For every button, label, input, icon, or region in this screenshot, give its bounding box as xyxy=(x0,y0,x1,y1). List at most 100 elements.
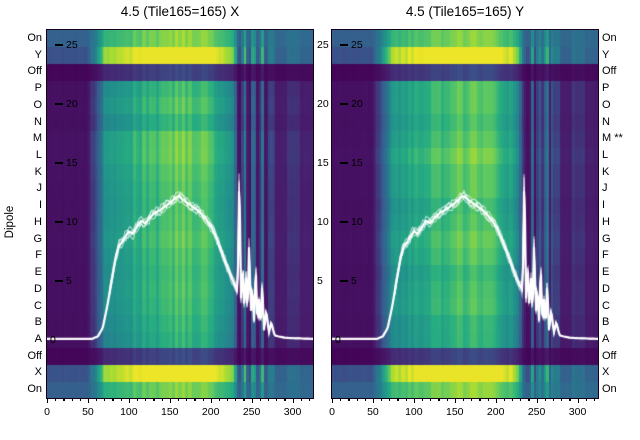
y-tick-mark xyxy=(340,221,348,223)
y-tick-label: 5 xyxy=(351,274,357,287)
y-tick-mark xyxy=(340,280,348,282)
heatmap-plot-y xyxy=(331,29,599,399)
y-tick-label: 20 xyxy=(351,97,363,110)
dipole-label-right: On xyxy=(602,383,617,396)
x-minor-tick-mark xyxy=(520,398,522,401)
dipole-label-left: C xyxy=(34,299,42,312)
x-minor-tick-mark xyxy=(177,398,180,401)
x-tick-mark xyxy=(332,398,334,403)
y-tick-label-right: 5 xyxy=(317,274,323,287)
x-tick-label: 100 xyxy=(120,406,138,418)
x-minor-tick-mark xyxy=(569,398,571,401)
x-minor-tick-mark xyxy=(202,398,204,401)
x-minor-tick-mark xyxy=(112,398,114,401)
x-minor-tick-mark xyxy=(405,398,407,401)
x-tick-label: 300 xyxy=(283,406,302,418)
x-tick-label: 0 xyxy=(329,406,335,418)
x-tick-label: 0 xyxy=(44,406,50,418)
x-minor-tick-mark xyxy=(227,398,229,401)
dipole-label-right: A xyxy=(602,332,610,345)
x-minor-tick-mark xyxy=(63,398,65,401)
x-minor-tick-mark xyxy=(194,398,196,401)
dipole-label-left: X xyxy=(34,366,42,379)
x-tick-label: 150 xyxy=(161,406,179,418)
y-tick-label: 20 xyxy=(66,97,78,110)
x-tick-label: 300 xyxy=(568,406,587,418)
x-minor-tick-mark xyxy=(79,398,81,401)
dipole-label-right: F xyxy=(602,249,609,262)
dipole-label-left: P xyxy=(34,82,42,95)
x-minor-tick-mark xyxy=(487,398,489,401)
dipole-label-right: B xyxy=(602,316,610,329)
x-tick-mark xyxy=(87,398,90,403)
x-minor-tick-mark xyxy=(71,398,73,401)
x-tick-mark xyxy=(251,398,253,403)
y-tick-mark xyxy=(340,103,348,105)
x-minor-tick-mark xyxy=(235,398,237,401)
y-zero-label: 0 xyxy=(335,333,341,346)
x-tick-mark xyxy=(47,398,49,403)
x-minor-tick-mark xyxy=(389,398,391,401)
y-tick-label-right: 10 xyxy=(317,215,329,228)
y-tick-mark xyxy=(340,44,348,46)
dipole-label-right: N xyxy=(602,115,610,128)
x-tick-mark xyxy=(128,398,131,403)
x-minor-tick-mark xyxy=(356,398,358,401)
x-tick-label: 50 xyxy=(367,406,379,418)
x-minor-tick-mark xyxy=(276,398,278,401)
x-tick-mark xyxy=(292,398,294,403)
dipole-label-right: K xyxy=(602,165,610,178)
x-minor-tick-mark xyxy=(120,398,122,401)
x-minor-tick-mark xyxy=(96,398,98,401)
dipole-label-left: On xyxy=(27,31,42,44)
x-tick-label: 200 xyxy=(201,406,220,418)
dipole-label-right: Off xyxy=(602,65,617,78)
dipole-label-right: Y xyxy=(602,48,610,61)
plot-title-x: 4.5 (Tile165=165) X xyxy=(120,4,240,19)
dipole-label-right: H xyxy=(602,215,610,228)
x-minor-tick-mark xyxy=(284,398,286,401)
x-minor-tick-mark xyxy=(243,398,245,401)
x-minor-tick-mark xyxy=(479,398,481,401)
y-tick-label: 15 xyxy=(351,156,363,169)
x-tick-mark xyxy=(495,398,497,403)
dipole-label-left: F xyxy=(35,249,42,262)
dipole-label-left: D xyxy=(34,282,42,295)
x-tick-label: 50 xyxy=(82,406,94,418)
y-tick-label: 25 xyxy=(351,38,363,51)
x-minor-tick-mark xyxy=(462,398,465,401)
dipole-label-left: On xyxy=(27,383,42,396)
x-tick-mark xyxy=(536,398,538,403)
x-minor-tick-mark xyxy=(308,398,311,401)
dipole-label-left: K xyxy=(34,165,42,178)
x-tick-label: 150 xyxy=(446,406,464,418)
dipole-label-right: J xyxy=(602,182,608,195)
x-minor-tick-mark xyxy=(186,398,188,401)
x-minor-tick-mark xyxy=(503,398,506,401)
dipole-label-right: D xyxy=(602,282,610,295)
y-tick-mark xyxy=(55,221,63,223)
dipole-label-left: N xyxy=(34,115,42,128)
x-minor-tick-mark xyxy=(544,398,546,401)
dipole-label-right: Off xyxy=(602,349,617,362)
x-minor-tick-mark xyxy=(381,398,383,401)
x-minor-tick-mark xyxy=(471,398,473,401)
dipole-label-left: G xyxy=(33,232,42,245)
x-minor-tick-mark xyxy=(340,398,342,401)
x-minor-tick-mark xyxy=(552,398,555,401)
x-minor-tick-mark xyxy=(585,398,587,401)
dipole-label-right: X xyxy=(602,366,610,379)
x-minor-tick-mark xyxy=(512,398,514,401)
dipole-label-left: Off xyxy=(27,65,42,78)
x-minor-tick-mark xyxy=(438,398,440,401)
y-tick-mark xyxy=(340,162,348,164)
x-tick-label: 250 xyxy=(242,406,261,418)
dipole-label-left: E xyxy=(34,266,42,279)
dipole-label-right: I xyxy=(602,199,606,212)
y-tick-label-right: 15 xyxy=(317,156,329,169)
x-minor-tick-mark xyxy=(397,398,399,401)
dipole-label-right: P xyxy=(602,82,610,95)
x-minor-tick-mark xyxy=(218,398,221,401)
y-tick-label: 25 xyxy=(66,38,78,51)
